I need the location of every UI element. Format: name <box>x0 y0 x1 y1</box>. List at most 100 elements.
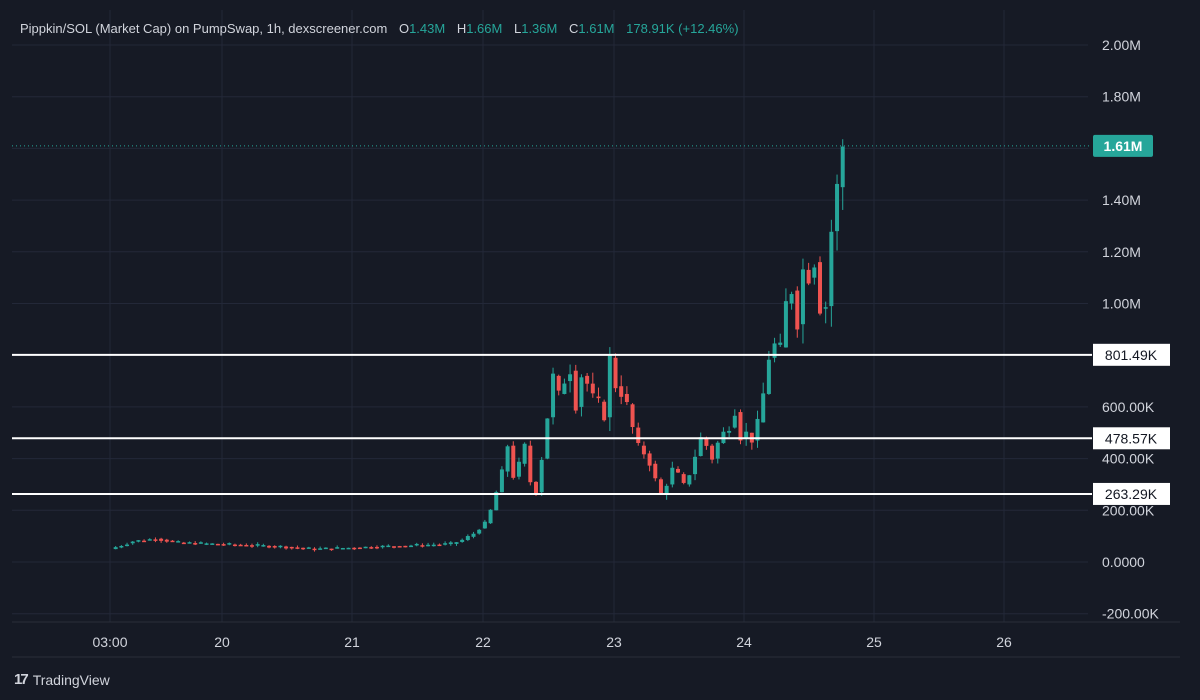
candle-body <box>778 342 783 345</box>
y-tick-label: 1.80M <box>1102 89 1141 105</box>
candle-body <box>539 459 544 493</box>
candle-body <box>636 427 641 443</box>
candle-body <box>142 540 147 543</box>
candle-body <box>232 544 237 547</box>
candle-body <box>170 540 175 543</box>
candle-body <box>624 393 629 403</box>
candle-body <box>352 547 357 550</box>
candle-body <box>630 404 635 428</box>
candle-body <box>806 269 811 284</box>
candle-body <box>494 492 499 511</box>
candle-body <box>687 475 692 485</box>
candle-body <box>340 548 345 550</box>
candle-body <box>130 541 135 544</box>
candle-body <box>698 437 703 457</box>
candle-body <box>715 442 720 459</box>
candle-body <box>562 383 567 394</box>
candle-body <box>448 542 453 545</box>
candle-body <box>250 545 254 547</box>
candle-body <box>318 548 323 550</box>
candle-body <box>420 545 425 547</box>
candle-body <box>164 539 169 542</box>
candle-body <box>761 393 766 423</box>
low-value: 1.36M <box>521 21 558 36</box>
candle-body <box>772 343 777 358</box>
level-label: 801.49K <box>1105 347 1158 363</box>
current-price-label: 1.61M <box>1104 138 1143 154</box>
candle-body <box>607 355 612 418</box>
candle-body <box>812 267 817 278</box>
level-tag <box>1093 427 1170 450</box>
candle-body <box>590 383 595 394</box>
candle-body <box>369 547 374 549</box>
open-value: 1.43M <box>409 21 446 36</box>
candle-body <box>534 481 538 494</box>
candle-body <box>392 546 396 548</box>
y-tick-label: 1.00M <box>1102 296 1141 312</box>
candle-body <box>215 543 220 546</box>
candle-body <box>204 543 209 545</box>
y-tick-label: -200.00K <box>1102 606 1159 622</box>
candle-body <box>380 545 385 548</box>
y-tick-label: 200.00K <box>1102 502 1155 518</box>
candle-body <box>477 529 482 534</box>
level-tag <box>1093 343 1170 366</box>
candle-body <box>335 547 340 549</box>
candle-body <box>585 375 590 384</box>
candle-body <box>613 357 618 389</box>
candle-body <box>681 474 686 483</box>
candle-body <box>727 430 732 433</box>
candle-body <box>147 539 152 541</box>
candle-body <box>823 307 828 309</box>
current-price-tag <box>1093 134 1153 157</box>
x-tick-label: 20 <box>214 634 230 650</box>
candle-body <box>397 546 402 548</box>
high-label: H <box>456 21 467 36</box>
candle-body <box>181 542 186 545</box>
candle-body <box>568 374 573 382</box>
candle-body <box>187 542 192 544</box>
candle-body <box>227 543 232 545</box>
candle-body <box>323 547 328 550</box>
candle-body <box>482 521 487 529</box>
candle-body <box>221 544 226 546</box>
open-label: O <box>398 21 410 36</box>
candle-body <box>289 546 294 549</box>
candle-body <box>278 545 283 548</box>
candle-body <box>119 545 124 548</box>
y-tick-label: 600.00K <box>1102 399 1155 415</box>
candle-body <box>516 461 521 477</box>
y-tick-label: 0.0000 <box>1102 554 1145 570</box>
tradingview-logo[interactable]: 17 TradingView <box>14 671 110 688</box>
candle-body <box>363 546 368 549</box>
chart-title: Pippkin/SOL (Market Cap) on PumpSwap, 1h… <box>20 21 388 36</box>
candle-body <box>193 543 198 545</box>
candle-body <box>755 418 760 441</box>
candle-body <box>835 183 840 232</box>
high-value: 1.66M <box>466 21 503 36</box>
candle-body <box>272 546 277 548</box>
candle-body <box>284 546 289 549</box>
candle-body <box>357 547 362 550</box>
candle-body <box>840 146 845 188</box>
candle-body <box>306 547 311 549</box>
candle-body <box>238 544 243 547</box>
candle-body <box>295 547 300 549</box>
candle-body <box>176 541 181 543</box>
x-tick-label: 26 <box>996 634 1012 650</box>
candle-body <box>658 479 663 495</box>
candle-body <box>125 544 130 547</box>
candle-body <box>528 445 533 483</box>
candle-body <box>374 546 379 549</box>
candle-body <box>198 542 203 544</box>
candle-body <box>579 377 584 407</box>
candle-body <box>789 294 794 304</box>
level-label: 263.29K <box>1105 486 1158 502</box>
candle-body <box>783 301 788 348</box>
candle-body <box>744 431 749 438</box>
y-tick-label: 1.20M <box>1102 244 1141 260</box>
candle-body <box>511 445 516 478</box>
candle-body <box>602 401 607 421</box>
